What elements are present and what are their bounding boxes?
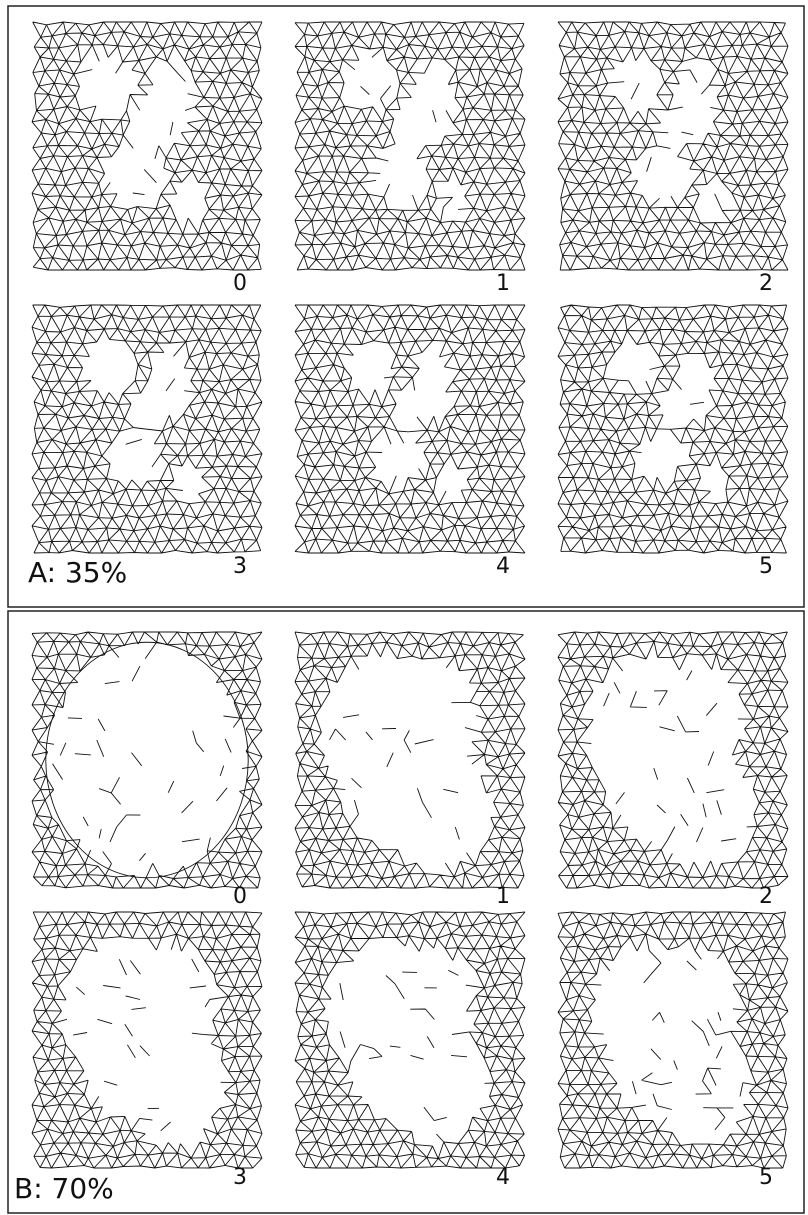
mesh — [295, 632, 525, 888]
frame-label: 4 — [496, 1165, 510, 1190]
mesh — [558, 22, 788, 270]
frame-label: 3 — [233, 554, 247, 579]
figure: A: 35% 0 1 2 3 4 5 B: 70% 0 1 2 3 4 5 — [0, 0, 808, 1215]
frame-label: 4 — [496, 554, 510, 579]
page: A: 35%012345B: 70%012345 (() => { const … — [0, 0, 808, 1215]
mesh — [32, 912, 262, 1168]
mesh — [32, 632, 262, 888]
frame-label: 2 — [759, 271, 773, 296]
frame-label: 1 — [496, 271, 510, 296]
frame-label: 5 — [759, 554, 773, 579]
frame-label: 3 — [233, 1165, 247, 1190]
frame-label: 2 — [759, 884, 773, 909]
mesh — [295, 22, 525, 270]
mesh — [558, 632, 788, 888]
panel-label: B: 70% — [14, 1172, 114, 1205]
frame-label: 1 — [496, 884, 510, 909]
mesh — [295, 305, 525, 553]
frame-label: 0 — [233, 884, 247, 909]
frame-label: 5 — [759, 1165, 773, 1190]
mesh — [32, 22, 262, 270]
mesh — [32, 305, 262, 553]
frame-label: 0 — [233, 271, 247, 296]
panel-label: A: 35% — [28, 556, 127, 589]
mesh-boundary — [46, 642, 248, 878]
mesh — [558, 305, 788, 553]
mesh — [295, 912, 525, 1168]
mesh — [558, 912, 788, 1168]
